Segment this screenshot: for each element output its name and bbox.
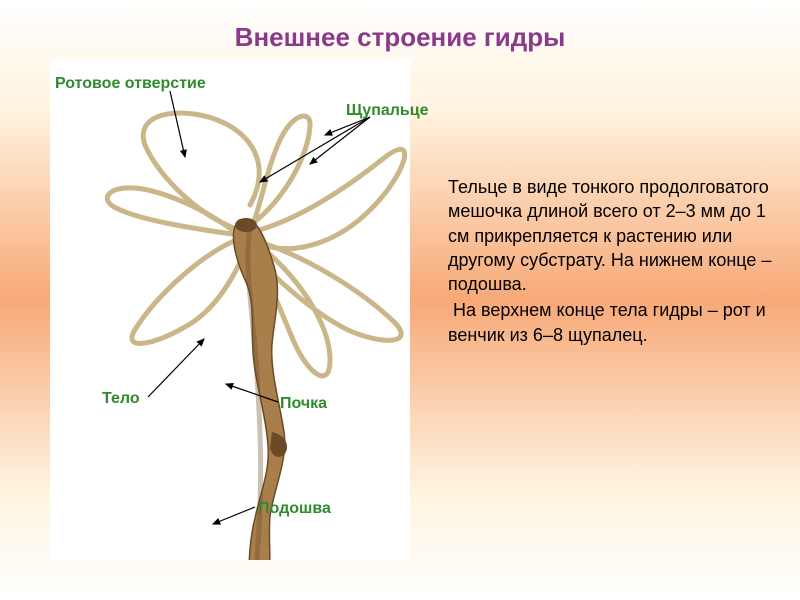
label-bud: Почка [280, 395, 327, 413]
pointer-line [170, 91, 185, 157]
pointer-line [213, 507, 255, 524]
pointer-line [310, 117, 370, 164]
desc-p2: На верхнем конце тела гидры – рот и венч… [448, 298, 778, 347]
label-foot: Подошва [258, 500, 331, 518]
label-body: Тело [102, 390, 140, 408]
desc-p1: Тельце в виде тонкого продолговатого меш… [448, 175, 778, 296]
description-text: Тельце в виде тонкого продолговатого меш… [448, 175, 778, 349]
pointer-line [260, 117, 370, 182]
label-tentacle: Щупальце [346, 102, 429, 120]
pointer-line [226, 384, 278, 402]
pointer-line [148, 339, 204, 397]
label-mouth: Ротовое отверстие [55, 75, 206, 93]
